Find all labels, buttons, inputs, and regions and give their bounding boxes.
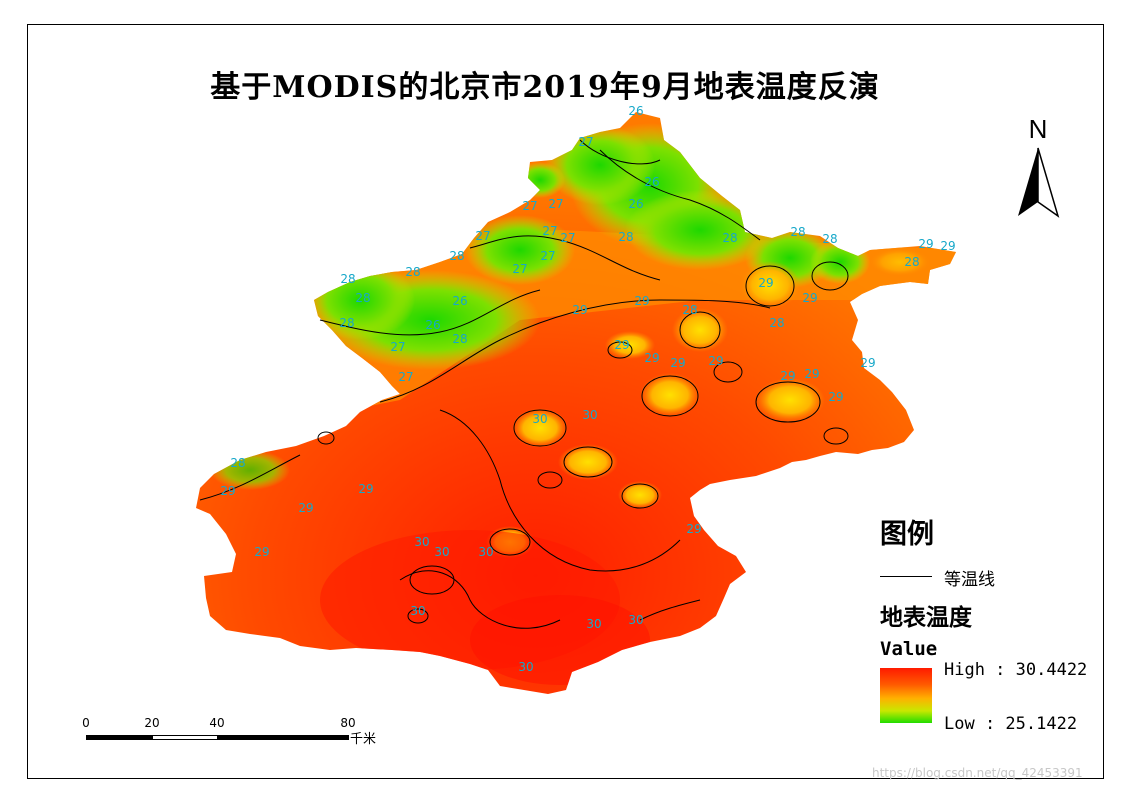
scale-segment: [152, 735, 218, 740]
scale-tick-40: 40: [209, 716, 225, 730]
scale-tick-0: 0: [82, 716, 90, 730]
isotherm-label: 28: [405, 265, 420, 279]
isotherm-label: 27: [540, 249, 555, 263]
isotherm-label: 30: [582, 408, 597, 422]
isotherm-label: 30: [518, 660, 533, 674]
isotherm-label: 27: [542, 224, 557, 238]
isotherm-label: 27: [512, 262, 527, 276]
isotherm-label: 28: [355, 291, 370, 305]
isotherm-label: 30: [478, 545, 493, 559]
isotherm-label: 26: [425, 318, 440, 332]
watermark: https://blog.csdn.net/qq_42453391: [872, 766, 1083, 780]
isotherm-label: 28: [682, 303, 697, 317]
legend-field-name: Value: [880, 638, 938, 660]
isotherm-label: 26: [628, 104, 643, 118]
isotherm-label: 29: [644, 351, 659, 365]
isotherm-label: 28: [769, 316, 784, 330]
scale-tick-20: 20: [144, 716, 160, 730]
isotherm-label: 30: [410, 604, 425, 618]
isotherm-label: 26: [644, 175, 659, 189]
north-arrow: N: [1018, 114, 1060, 218]
isotherm-label: 29: [254, 545, 269, 559]
isotherm-label: 29: [298, 501, 313, 515]
isotherm-label: 29: [358, 482, 373, 496]
isotherm-label: 29: [780, 369, 795, 383]
isotherm-label: 29: [572, 303, 587, 317]
contour-legend-label: 等温线: [944, 570, 995, 590]
isotherm-label: 28: [230, 456, 245, 470]
isotherm-label: 29: [802, 291, 817, 305]
isotherm-label: 26: [452, 294, 467, 308]
isotherm-label: 28: [449, 249, 464, 263]
contour-line-symbol: [880, 576, 932, 577]
isotherm-label: 26: [628, 197, 643, 211]
color-ramp: [880, 668, 932, 723]
isotherm-label: 27: [548, 197, 563, 211]
isotherm-label: 28: [904, 255, 919, 269]
isotherm-label: 30: [532, 412, 547, 426]
ramp-low-label: Low : 25.1422: [944, 714, 1078, 734]
isotherm-label: 27: [522, 199, 537, 213]
isotherm-label: 28: [339, 316, 354, 330]
isotherm-label: 30: [586, 617, 601, 631]
isotherm-label: 29: [670, 356, 685, 370]
scale-unit: 千米: [350, 732, 377, 747]
isotherm-label: 27: [475, 229, 490, 243]
scale-bar: 0 20 40 80 千米: [82, 716, 386, 756]
legend-title: 图例: [880, 519, 934, 550]
isotherm-lines: [199, 139, 849, 629]
isotherm-label: 29: [708, 354, 723, 368]
isotherm-label: 29: [758, 276, 773, 290]
isotherm-label: 27: [578, 135, 593, 149]
legend-layer-title: 地表温度: [880, 604, 972, 631]
isotherm-label: 29: [614, 338, 629, 352]
isotherm-label: 30: [414, 535, 429, 549]
isotherm-label: 29: [804, 367, 819, 381]
isotherm-label: 27: [390, 340, 405, 354]
isotherm-label: 29: [220, 484, 235, 498]
isotherm-label: 28: [452, 332, 467, 346]
isotherm-label: 29: [860, 356, 875, 370]
isotherm-label: 30: [434, 545, 449, 559]
isotherm-label: 27: [560, 231, 575, 245]
isotherm-label: 29: [940, 239, 955, 253]
isotherm-label: 28: [822, 232, 837, 246]
isotherm-label: 28: [340, 272, 355, 286]
isotherm-label: 28: [790, 225, 805, 239]
isotherm-label: 30: [628, 613, 643, 627]
map-frame: [27, 24, 1104, 779]
isotherm-label: 29: [634, 294, 649, 308]
temperature-raster: [196, 112, 956, 694]
isotherm-label: 28: [618, 230, 633, 244]
map-title: 基于MODIS的北京市2019年9月地表温度反演: [210, 70, 880, 105]
ramp-high-label: High : 30.4422: [944, 660, 1088, 680]
isotherm-label: 29: [828, 390, 843, 404]
isotherm-label: 27: [398, 370, 413, 384]
isotherm-label: 29: [918, 237, 933, 251]
north-arrow-label: N: [1029, 114, 1048, 144]
isotherm-label: 29: [686, 522, 701, 536]
isotherm-label: 28: [722, 231, 737, 245]
scale-segment: [86, 735, 152, 740]
scale-segment: [217, 735, 349, 740]
scale-tick-80: 80: [340, 716, 356, 730]
